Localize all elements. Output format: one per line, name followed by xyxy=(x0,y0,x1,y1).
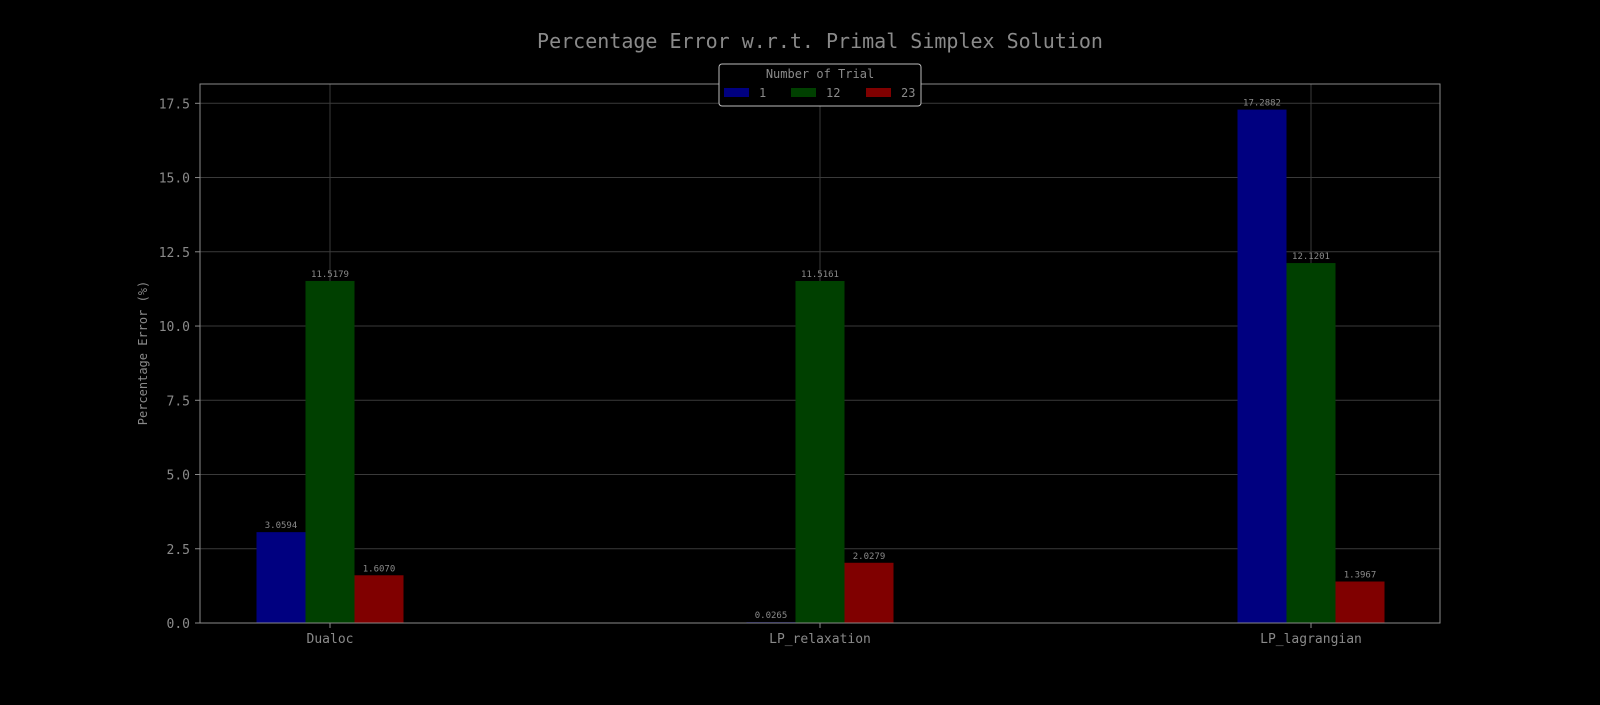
chart-title: Percentage Error w.r.t. Primal Simplex S… xyxy=(537,29,1103,53)
bar-series-12-LP_relaxation xyxy=(795,281,845,623)
legend-label: 12 xyxy=(826,86,840,100)
y-tick-label: 10.0 xyxy=(159,320,190,335)
data-label: 17.2882 xyxy=(1243,99,1281,109)
y-tick-label: 2.5 xyxy=(167,543,190,558)
bar-series-23-LP_lagrangian xyxy=(1335,581,1385,623)
data-label: 1.6070 xyxy=(363,564,396,574)
y-tick-label: 7.5 xyxy=(167,394,190,409)
legend-swatch xyxy=(791,88,816,97)
legend-label: 23 xyxy=(901,86,915,100)
bar-series-1-Dualoc xyxy=(256,532,306,623)
data-label: 12.1201 xyxy=(1292,252,1330,262)
bar-series-1-LP_lagrangian xyxy=(1237,109,1287,624)
data-label: 0.0265 xyxy=(755,611,788,621)
x-tick-label: LP_relaxation xyxy=(769,632,871,647)
data-label: 11.5179 xyxy=(311,270,349,280)
bar-series-23-LP_relaxation xyxy=(844,562,894,623)
data-label: 1.3967 xyxy=(1344,571,1377,581)
legend-title: Number of Trial xyxy=(766,67,874,81)
legend-label: 1 xyxy=(759,86,766,100)
data-labels: 3.0594 0.0265 17.2882 11.5179 11.5161 12.1201… xyxy=(265,99,1377,622)
legend-swatch xyxy=(866,88,891,97)
data-label: 11.5161 xyxy=(801,270,839,280)
x-tick-label: Dualoc xyxy=(307,632,354,647)
legend: Number of Trial 1 12 23 xyxy=(718,63,922,107)
y-tick-label: 15.0 xyxy=(159,172,190,187)
y-tick-label: 17.5 xyxy=(159,97,190,112)
legend-swatch xyxy=(724,88,749,97)
tick-labels: 0.0 2.5 5.0 7.5 10.0 12.5 15.0 17.5 Dualoc LP_rel… xyxy=(159,97,1362,647)
y-axis-label: Percentage Error (%) xyxy=(136,281,150,426)
data-label: 2.0279 xyxy=(853,552,886,562)
bar-series-12-Dualoc xyxy=(305,280,355,623)
y-tick-label: 0.0 xyxy=(167,617,190,632)
bar-series-23-Dualoc xyxy=(354,575,404,623)
data-label: 3.0594 xyxy=(265,521,298,531)
y-tick-label: 5.0 xyxy=(167,469,190,484)
legend-items: 1 12 23 xyxy=(724,86,915,100)
x-tick-label: LP_lagrangian xyxy=(1260,632,1362,647)
y-tick-label: 12.5 xyxy=(159,246,190,261)
bars xyxy=(256,109,1385,624)
bar-series-12-LP_lagrangian xyxy=(1286,263,1336,623)
